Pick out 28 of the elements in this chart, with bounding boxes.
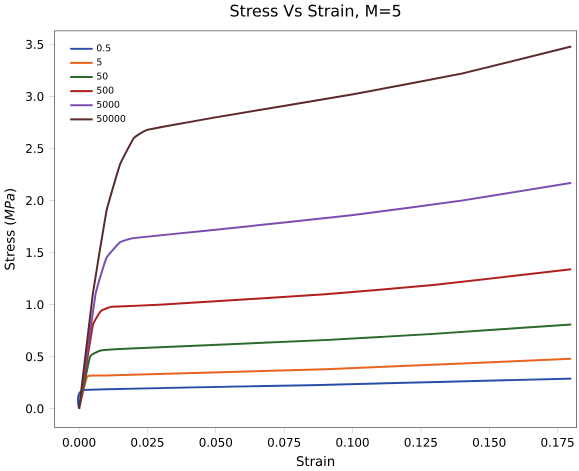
line-series	[77, 378, 572, 410]
x-tick-label: 0.150	[472, 438, 506, 448]
line-series	[78, 46, 572, 410]
legend-label: 0.5	[96, 44, 110, 52]
x-tick-label: 0.050	[200, 438, 232, 448]
y-tick-label: 2.5	[26, 144, 44, 154]
x-tick-label: 0.100	[336, 438, 369, 448]
legend-label: 50000	[97, 115, 126, 122]
y-tick-label: 3.0	[26, 92, 44, 102]
line-series	[78, 268, 572, 410]
legend-label: 500	[97, 86, 114, 94]
y-tick-label: 0.0	[26, 404, 44, 414]
y-tick-label: 1.0	[26, 300, 44, 310]
x-tick-label: 0.125	[404, 438, 437, 448]
y-tick-label: 3.5	[26, 40, 44, 50]
y-axis-title: Stress (MPa)	[4, 189, 16, 270]
chart-title: Stress Vs Strain, M=5	[230, 4, 400, 19]
y-tick-label: 0.5	[26, 352, 44, 362]
x-axis-title: Strain	[296, 456, 334, 466]
x-tick-label: 0.000	[62, 438, 96, 448]
x-tick-label: 0.075	[268, 438, 300, 448]
legend-label: 5000	[97, 101, 120, 108]
y-tick-label: 2.0	[26, 196, 44, 206]
x-tick-label: 0.025	[131, 438, 164, 448]
y-tick-label: 1.5	[26, 248, 44, 258]
legend-label: 50	[97, 72, 108, 80]
x-tick-label: 0.175	[541, 438, 574, 448]
legend-label: 5	[97, 58, 102, 66]
